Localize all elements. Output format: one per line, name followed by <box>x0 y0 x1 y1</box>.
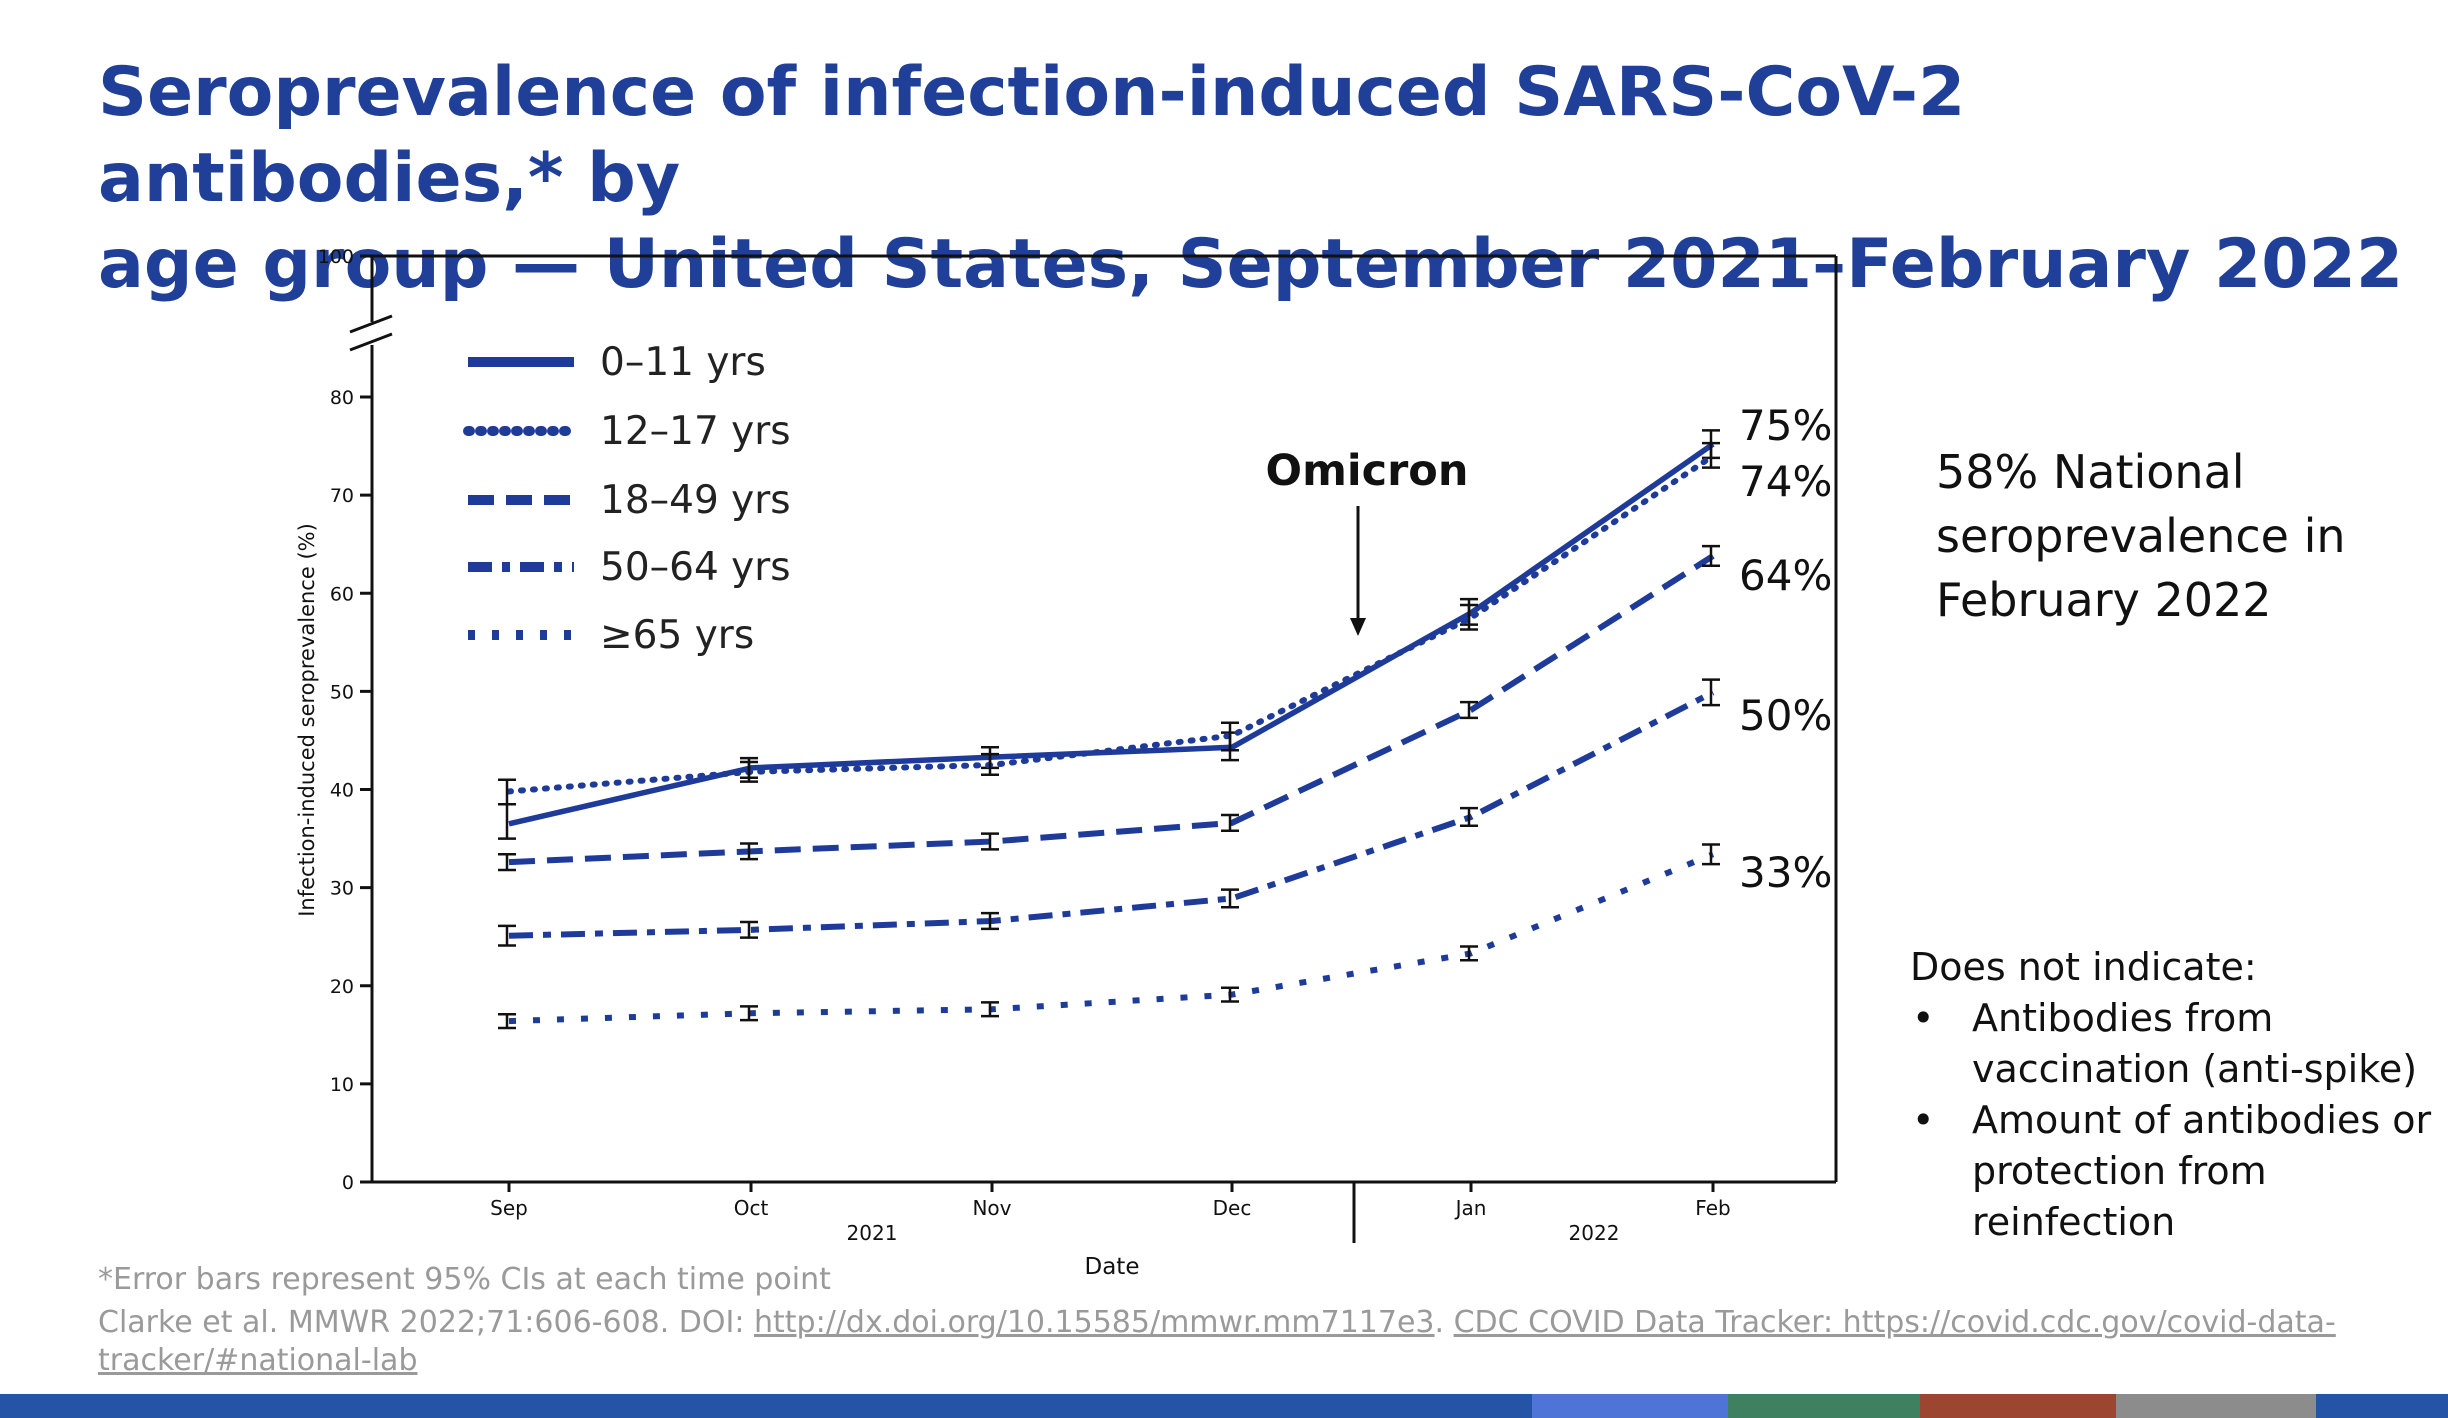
citation-text: Clarke et al. MMWR 2022;71:606-608. DOI: <box>98 1305 755 1340</box>
y-tick-label: 50 <box>330 681 354 703</box>
notes-heading: Does not indicate: <box>1910 945 2257 989</box>
end-value-label: 75% <box>1739 401 1832 450</box>
series-line <box>508 689 1715 939</box>
bottom-bar-segment <box>1532 1394 1728 1418</box>
legend-label: ≥65 yrs <box>600 613 754 658</box>
national-seroprevalence-callout: 58% National seroprevalence in February … <box>1936 440 2416 632</box>
note-line: Amount of antibodies or <box>1972 1098 2432 1142</box>
y-tick-label: 80 <box>330 387 354 409</box>
limitations-notes: Does not indicate: • Antibodies from vac… <box>1910 942 2448 1248</box>
bottom-bar-segment <box>1920 1394 2116 1418</box>
doi-link[interactable]: http://dx.doi.org/10.15585/mmwr.mm7117e3 <box>754 1305 1435 1340</box>
note-line: reinfection <box>1972 1200 2176 1244</box>
national-line-1: 58% National <box>1936 445 2245 499</box>
legend-label: 18–49 yrs <box>600 478 791 523</box>
bullet-icon: • <box>1912 996 1935 1040</box>
series-line <box>508 851 1715 1025</box>
series-line <box>508 553 1715 866</box>
y-tick-label: 40 <box>330 780 354 802</box>
title-line-2: age group — United States, September 202… <box>98 225 2404 304</box>
x-tick-label: Sep <box>490 1196 528 1220</box>
y-tick-label: 30 <box>330 878 354 900</box>
x-tick-label: Feb <box>1695 1196 1730 1220</box>
national-line-3: February 2022 <box>1936 573 2272 627</box>
y-tick-label: 100 <box>318 246 354 268</box>
x-axis-label: Date <box>1085 1254 1140 1280</box>
axis-break-mark <box>349 314 393 334</box>
x-tick-label: Nov <box>972 1196 1011 1220</box>
error-bar-footnote: *Error bars represent 95% CIs at each ti… <box>98 1262 831 1297</box>
page-title: Seroprevalence of infection-induced SARS… <box>98 50 2428 308</box>
bottom-color-bar <box>0 1394 2448 1418</box>
data-tracker-link[interactable]: CDC COVID Data Tracker: https://covid.cd… <box>98 1305 2336 1378</box>
y-tick-label: 10 <box>330 1074 354 1096</box>
x-tick-label: Oct <box>734 1196 769 1220</box>
bottom-bar-segment <box>0 1394 1532 1418</box>
x-tick-label: Jan <box>1454 1196 1487 1220</box>
legend-label: 50–64 yrs <box>600 545 791 590</box>
note-item: • Amount of antibodies or protection fro… <box>1910 1095 2448 1248</box>
end-value-label: 64% <box>1739 551 1832 600</box>
year-label: 2021 <box>847 1221 898 1245</box>
bottom-bar-segment <box>2116 1394 2316 1418</box>
seroprevalence-line-chart: 0 10 20 30 40 50 60 70 80 100 Infection-induced se… <box>295 246 1838 1280</box>
end-value-label: 50% <box>1739 691 1832 740</box>
axis-break-mark <box>349 332 393 352</box>
notes-list: • Antibodies from vaccination (anti-spik… <box>1910 993 2448 1248</box>
note-line: vaccination (anti-spike) <box>1972 1047 2418 1091</box>
end-value-label: 74% <box>1739 457 1832 506</box>
x-tick-label: Dec <box>1213 1196 1252 1220</box>
year-label: 2022 <box>1569 1221 1620 1245</box>
y-tick-label: 20 <box>330 976 354 998</box>
national-line-2: seroprevalence in <box>1936 509 2346 563</box>
series-line <box>506 452 1716 795</box>
citation-separator: . <box>1434 1305 1454 1340</box>
legend-label: 12–17 yrs <box>600 409 791 454</box>
citation: Clarke et al. MMWR 2022;71:606-608. DOI:… <box>98 1304 2378 1380</box>
bottom-bar-segment <box>2316 1394 2448 1418</box>
bullet-icon: • <box>1912 1098 1935 1142</box>
note-item: • Antibodies from vaccination (anti-spik… <box>1910 993 2448 1095</box>
title-line-1: Seroprevalence of infection-induced SARS… <box>98 53 1966 218</box>
note-line: protection from <box>1972 1149 2267 1193</box>
y-tick-label: 60 <box>330 583 354 605</box>
end-value-label: 33% <box>1739 848 1832 897</box>
note-line: Antibodies from <box>1972 996 2274 1040</box>
bottom-bar-segment <box>1728 1394 1920 1418</box>
y-tick-label: 0 <box>342 1172 354 1194</box>
y-tick-label: 70 <box>330 485 354 507</box>
omicron-arrowhead <box>1350 618 1366 636</box>
legend-label: 0–11 yrs <box>600 340 766 385</box>
omicron-label: Omicron <box>1266 446 1469 496</box>
y-axis-label: Infection-induced seroprevalence (%) <box>295 523 319 917</box>
